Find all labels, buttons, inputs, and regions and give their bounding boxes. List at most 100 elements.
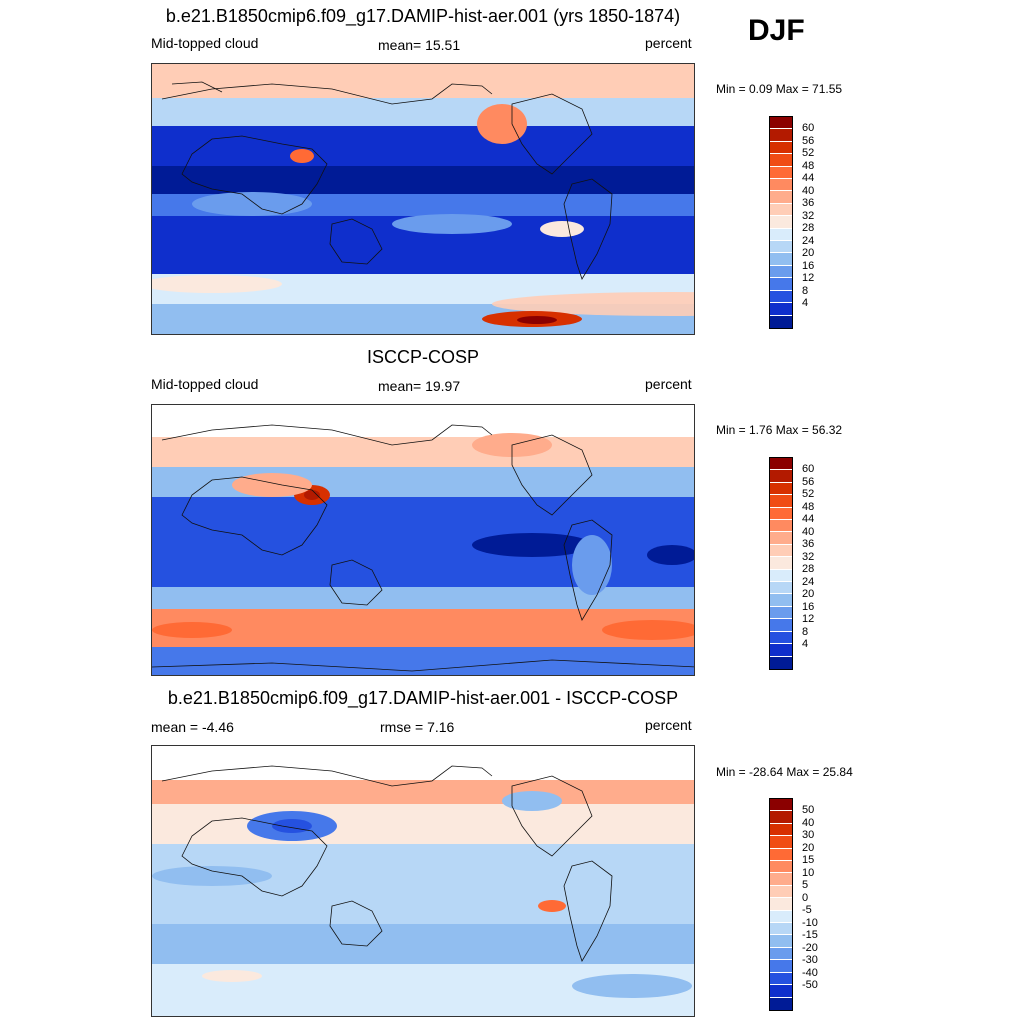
colorbar-tick-label: 32: [802, 209, 815, 222]
panel-3-map: [151, 745, 695, 1017]
colorbar-tick-label: 40: [802, 525, 815, 538]
colorbar-swatch: [770, 960, 792, 973]
colorbar-tick-label: 5: [802, 879, 809, 892]
colorbar-tick-label: -30: [802, 954, 818, 967]
colorbar-swatch: [770, 129, 792, 142]
colorbar-swatch: [770, 997, 792, 1010]
colorbar-tick-label: 48: [802, 500, 815, 513]
panel-1-map: [151, 63, 695, 335]
colorbar-swatch: [770, 290, 792, 304]
colorbar-swatch: [770, 631, 792, 645]
colorbar-swatch: [770, 594, 792, 607]
colorbar-swatch: [770, 315, 792, 328]
panel-2-variable-label: Mid-topped cloud: [151, 376, 259, 392]
colorbar-tick-label: 52: [802, 147, 815, 160]
colorbar-swatch: [770, 532, 792, 545]
colorbar-tick-label: 20: [802, 247, 815, 260]
colorbar-swatch: [770, 265, 792, 279]
panel-3-rmse-label: rmse = 7.16: [380, 719, 455, 735]
colorbar-swatch: [770, 557, 792, 570]
colorbar-swatch: [770, 799, 792, 812]
colorbar-swatch: [770, 179, 792, 192]
colorbar-swatch: [770, 544, 792, 558]
panel-2-map: [151, 404, 695, 676]
colorbar-swatch: [770, 923, 792, 936]
colorbar-tick-label: 10: [802, 866, 815, 879]
panel-2-units-label: percent: [645, 376, 692, 392]
colorbar-swatch: [770, 836, 792, 849]
panel-1-title: b.e21.B1850cmip6.f09_g17.DAMIP-hist-aer.…: [165, 6, 681, 26]
colorbar-tick-label: 20: [802, 841, 815, 854]
colorbar-tick-label: 15: [802, 854, 815, 867]
panel-3-mean-label: mean = -4.46: [151, 719, 234, 735]
colorbar-tick-label: 24: [802, 234, 815, 247]
colorbar-tick-label: 56: [802, 475, 815, 488]
colorbar-swatch: [770, 117, 792, 130]
colorbar-swatch: [770, 885, 792, 899]
colorbar-tick-label: 56: [802, 134, 815, 147]
colorbar-tick-label: 16: [802, 259, 815, 272]
colorbar-swatch: [770, 166, 792, 180]
colorbar-swatch: [770, 848, 792, 862]
colorbar-swatch: [770, 656, 792, 669]
colorbar-tick-label: 4: [802, 638, 809, 651]
colorbar-tick-label: 8: [802, 284, 809, 297]
colorbar-swatch: [770, 470, 792, 483]
colorbar-swatch: [770, 873, 792, 886]
panel-3-minmax: Min = -28.64 Max = 25.84: [716, 765, 853, 779]
colorbar-tick-label: 36: [802, 197, 815, 210]
colorbar-swatch: [770, 495, 792, 508]
colorbar-tick-label: -50: [802, 979, 818, 992]
colorbar-swatch: [770, 935, 792, 948]
colorbar-tick-label: 12: [802, 613, 815, 626]
colorbar-tick-label: -40: [802, 966, 818, 979]
colorbar-swatch: [770, 985, 792, 998]
colorbar-swatch: [770, 644, 792, 657]
colorbar-tick-label: 8: [802, 625, 809, 638]
colorbar-tick-label: 20: [802, 588, 815, 601]
colorbar-tick-label: -15: [802, 929, 818, 942]
panel-1-colorbar: [769, 116, 793, 329]
colorbar-tick-label: 0: [802, 891, 809, 904]
colorbar-tick-label: 4: [802, 297, 809, 310]
colorbar-swatch: [770, 154, 792, 167]
panel-2-mean-label: mean= 19.97: [378, 378, 461, 394]
colorbar-swatch: [770, 191, 792, 204]
colorbar-swatch: [770, 458, 792, 471]
colorbar-swatch: [770, 910, 792, 924]
colorbar-tick-label: 16: [802, 600, 815, 613]
colorbar-swatch: [770, 898, 792, 911]
colorbar-tick-label: 48: [802, 159, 815, 172]
colorbar-tick-label: 50: [802, 804, 815, 817]
colorbar-tick-label: 40: [802, 816, 815, 829]
panel-1-units-label: percent: [645, 35, 692, 51]
colorbar-swatch: [770, 520, 792, 533]
colorbar-tick-label: 52: [802, 488, 815, 501]
colorbar-swatch: [770, 823, 792, 837]
colorbar-swatch: [770, 216, 792, 229]
colorbar-tick-label: 12: [802, 272, 815, 285]
panel-3-units-label: percent: [645, 717, 692, 733]
colorbar-tick-label: 40: [802, 184, 815, 197]
colorbar-swatch: [770, 861, 792, 874]
colorbar-tick-label: -10: [802, 916, 818, 929]
panel-2-colorbar: [769, 457, 793, 670]
colorbar-swatch: [770, 203, 792, 217]
colorbar-swatch: [770, 947, 792, 961]
colorbar-swatch: [770, 811, 792, 824]
panel-1-variable-label: Mid-topped cloud: [151, 35, 259, 51]
panel-2-title: ISCCP-COSP: [366, 347, 480, 367]
colorbar-swatch: [770, 253, 792, 266]
colorbar-swatch: [770, 278, 792, 291]
colorbar-tick-label: 28: [802, 563, 815, 576]
season-label: DJF: [748, 14, 805, 47]
colorbar-tick-label: 30: [802, 829, 815, 842]
panel-1-minmax: Min = 0.09 Max = 71.55: [716, 82, 843, 96]
colorbar-swatch: [770, 972, 792, 986]
colorbar-swatch: [770, 606, 792, 620]
panel-1-mean-label: mean= 15.51: [378, 37, 461, 53]
colorbar-swatch: [770, 582, 792, 595]
colorbar-swatch: [770, 303, 792, 316]
colorbar-tick-label: -5: [802, 904, 812, 917]
colorbar-swatch: [770, 141, 792, 155]
